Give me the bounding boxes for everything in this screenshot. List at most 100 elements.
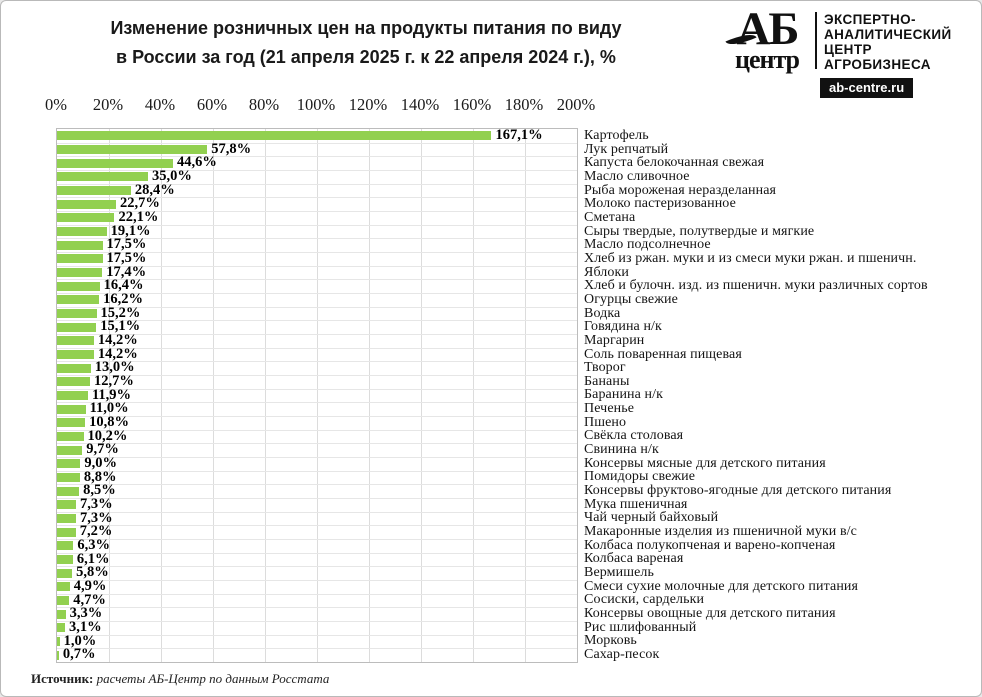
horizontal-gridline — [57, 525, 577, 527]
bar — [57, 226, 107, 236]
bar — [57, 582, 70, 592]
chart-title: Изменение розничных цен на продукты пита… — [36, 14, 696, 72]
vertical-gridline — [369, 129, 370, 662]
source-note: Источник: расчеты АБ-Центр по данным Рос… — [31, 671, 329, 687]
bar-value-label: 4,9% — [73, 578, 107, 594]
category-label: Масло сливочное — [584, 168, 690, 184]
horizontal-gridline — [57, 580, 577, 581]
logo-tagline-line: ЦЕНТР — [824, 42, 872, 57]
horizontal-gridline — [57, 539, 577, 540]
bar-value-label: 17,4% — [106, 263, 147, 280]
plot-area: 167,1% 57,8% 44,6% 35,0% 28,4% 22,7% 22,1% 19,1… — [56, 128, 578, 663]
bar — [57, 363, 91, 373]
bar — [57, 568, 73, 578]
horizontal-gridline — [57, 279, 577, 281]
category-label: Рыба мороженая неразделанная — [584, 182, 777, 198]
horizontal-gridline — [57, 156, 577, 158]
horizontal-gridline — [57, 347, 577, 349]
bar — [57, 349, 94, 359]
bar-value-label: 167,1% — [495, 127, 543, 143]
x-tick-label: 180% — [504, 95, 544, 114]
bar — [57, 459, 81, 469]
logo-tagline-line: АНАЛИТИЧЕСКИЙ — [824, 27, 952, 42]
bar-row: 7,3% — [57, 497, 577, 512]
bar — [57, 144, 208, 154]
bar — [57, 322, 97, 332]
bar — [57, 199, 117, 209]
bar-row: 6,3% — [57, 537, 577, 553]
bar-value-label: 17,5% — [106, 250, 147, 266]
bar-row: 4,9% — [57, 578, 577, 594]
bar-row: 167,1% — [57, 127, 577, 143]
bar-value-label: 35,0% — [152, 168, 192, 184]
bar — [57, 595, 70, 605]
horizontal-gridline — [57, 293, 577, 294]
bar-row: 35,0% — [57, 168, 577, 184]
bar-value-label: 5,8% — [76, 564, 109, 581]
category-label: Хлеб из ржан. муки и из смеси муки ржан.… — [584, 250, 917, 266]
horizontal-gridline — [57, 457, 577, 458]
bar-row: 19,1% — [57, 222, 577, 239]
x-axis: 0% 20% 40% 60% 80% 100% 120% 140% 160% 180% 200% — [45, 95, 595, 119]
bar-value-label: 6,3% — [77, 537, 110, 553]
bar — [57, 500, 76, 510]
category-label: Смеси сухие молочные для детского питани… — [584, 578, 859, 594]
logo-tagline-line: АГРОБИЗНЕСА — [824, 57, 931, 72]
source-label: Источник: — [31, 671, 94, 686]
bar — [57, 185, 131, 195]
bar-value-label: 10,8% — [89, 414, 129, 430]
vertical-gridline — [317, 129, 318, 662]
bar-row: 16,2% — [57, 292, 577, 307]
horizontal-gridline — [57, 306, 577, 308]
horizontal-gridline — [57, 211, 577, 212]
horizontal-gridline — [57, 252, 577, 253]
bar — [57, 431, 84, 441]
bar-row: 3,3% — [57, 606, 577, 621]
vertical-gridline — [421, 129, 422, 662]
logo-divider — [815, 12, 817, 69]
ab-centre-logo: АБ центр ЭКСПЕРТНО- АНАЛИТИЧЕСКИЙ ЦЕНТР АГР… — [724, 6, 976, 98]
x-tick-label: 200% — [556, 95, 596, 114]
horizontal-gridline — [57, 648, 577, 650]
chart-title-line1: Изменение розничных цен на продукты пита… — [110, 18, 622, 38]
horizontal-gridline — [57, 593, 577, 595]
horizontal-gridline — [57, 634, 577, 636]
category-label: Творог — [584, 360, 626, 376]
bar-value-label: 9,7% — [86, 441, 119, 458]
bar-row: 8,5% — [57, 483, 577, 498]
bar-row: 3,1% — [57, 619, 577, 635]
bar-row: 15,1% — [57, 319, 577, 334]
horizontal-gridline — [57, 443, 577, 445]
category-label: Помидоры свежие — [584, 469, 696, 485]
bar-value-label: 3,1% — [69, 619, 102, 635]
horizontal-gridline — [57, 484, 577, 486]
chart-title-line2: в России за год (21 апреля 2025 г. к 22 … — [116, 47, 616, 67]
category-label: Колбаса полукопченая и варено-копченая — [584, 537, 836, 553]
logo-centre-text: центр — [734, 45, 800, 74]
horizontal-gridline — [57, 552, 577, 554]
bar-value-label: 12,7% — [94, 373, 134, 389]
bar — [57, 377, 91, 387]
bar — [57, 527, 76, 537]
bar — [57, 254, 103, 264]
category-label: Свёкла столовая — [584, 428, 684, 444]
bar-row: 11,9% — [57, 388, 577, 403]
horizontal-gridline — [57, 511, 577, 513]
category-label: Вермишель — [584, 565, 654, 580]
horizontal-gridline — [57, 402, 577, 404]
bar — [57, 609, 66, 619]
category-label: Соль поваренная пищевая — [584, 346, 742, 362]
horizontal-gridline — [57, 265, 577, 267]
category-label: Пшено — [584, 414, 627, 430]
source-text: расчеты АБ-Центр по данным Росстата — [93, 671, 330, 686]
bar-value-label: 22,7% — [120, 195, 160, 212]
bar — [57, 623, 66, 633]
bar-value-label: 4,7% — [73, 591, 106, 608]
bar-value-label: 10,2% — [87, 427, 128, 444]
logo-tagline-line: ЭКСПЕРТНО- — [824, 12, 916, 27]
bar-row: 16,4% — [57, 278, 577, 293]
bar-value-label: 19,1% — [110, 222, 151, 239]
x-tick-label: 20% — [92, 95, 124, 114]
bar — [57, 650, 59, 660]
